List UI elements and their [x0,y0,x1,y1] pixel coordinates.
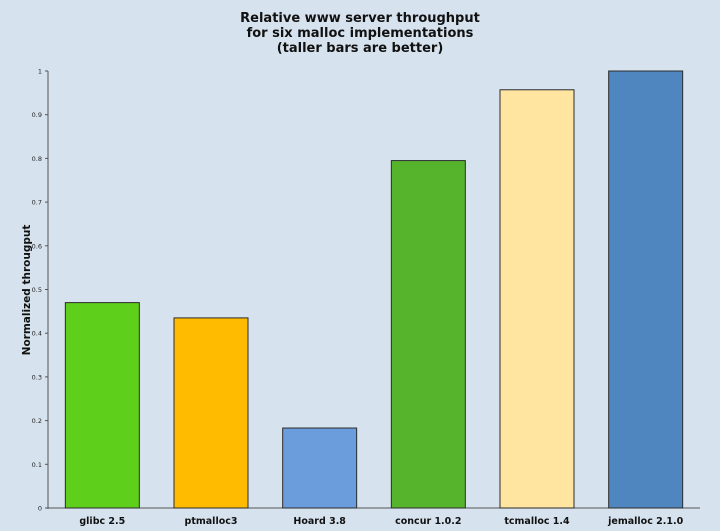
x-tick-label: tcmalloc 1.4 [504,516,570,527]
x-ticks: glibc 2.5 ptmalloc3 Hoard 3.8 concur 1.0.2 t… [79,516,683,527]
x-tick-label: ptmalloc3 [185,516,238,527]
y-tick-label: 1 [38,68,42,76]
y-axis-label: Normalized througput [21,225,33,356]
chart-title-line-3: (taller bars are better) [277,41,444,56]
chart-title-line-2: for six malloc implementations [247,26,474,41]
bar-glibc-2-5 [64,302,140,509]
x-tick-label: Hoard 3.8 [293,516,346,527]
y-tick-label: 0.7 [32,199,42,207]
y-tick-label: 0.6 [32,242,42,250]
y-tick-label: 0.2 [32,417,42,425]
x-tick-label: glibc 2.5 [79,516,125,527]
y-tick-label: 0.5 [32,286,42,294]
y-tick-label: 0.4 [32,330,42,338]
bar-hoard-3-8 [282,427,358,509]
y-tick-label: 0 [38,505,42,513]
x-tick-label: jemalloc 2.1.0 [607,516,683,527]
y-tick-label: 0.1 [32,461,42,469]
bar-tcmalloc-1-4 [499,89,575,509]
chart-title: Relative www server throughput for six m… [240,11,480,56]
bar-jemalloc-2-1-0 [608,70,684,509]
y-tick-label: 0.9 [32,111,42,119]
bar-concur-1-0-2 [390,160,466,509]
x-tick-label: concur 1.0.2 [395,516,461,527]
y-tick-label: 0.8 [32,155,42,163]
chart-title-line-1: Relative www server throughput [240,11,480,26]
bars [64,70,684,509]
y-tick-label: 0.3 [32,373,42,381]
bar-ptmalloc3 [173,317,249,509]
y-ticks: 0 0.1 0.2 0.3 0.4 0.5 0.6 0.7 0.8 0.9 1 [32,68,48,513]
